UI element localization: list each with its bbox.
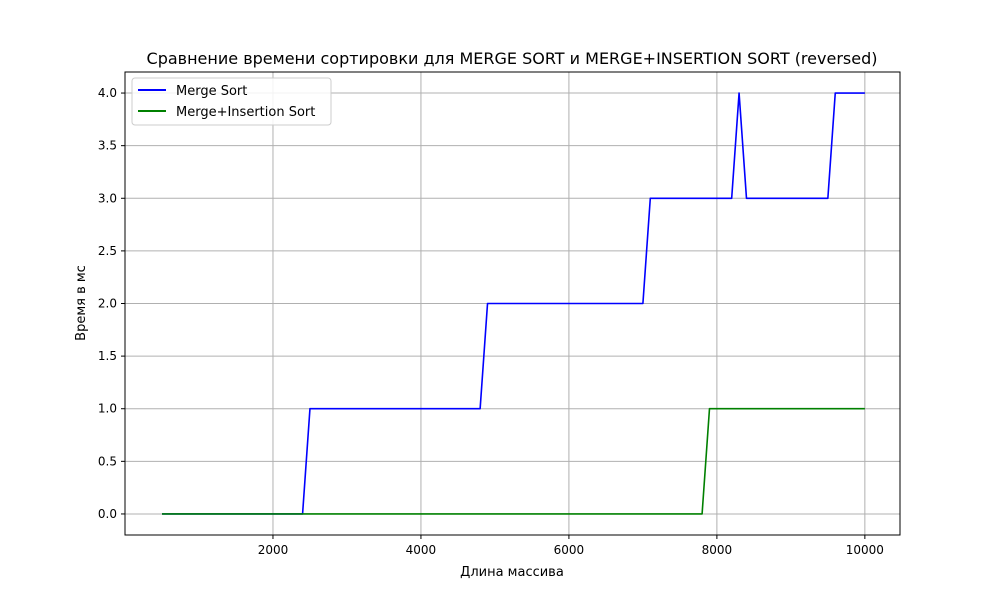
- x-tick-label: 6000: [554, 543, 585, 557]
- y-tick-label: 3.5: [98, 139, 117, 153]
- x-tick-label: 4000: [406, 543, 437, 557]
- series-line-merge-sort: [161, 92, 865, 515]
- y-tick-label: 3.0: [98, 191, 117, 205]
- y-tick-label: 2.5: [98, 244, 117, 258]
- y-tick-label: 0.0: [98, 507, 117, 521]
- y-tick-label: 2.0: [98, 297, 117, 311]
- legend: Merge Sort Merge+Insertion Sort: [131, 77, 332, 126]
- x-tick-label: 8000: [702, 543, 733, 557]
- legend-label-merge-sort: Merge Sort: [176, 84, 247, 99]
- x-tick-label: 2000: [258, 543, 289, 557]
- x-axis-label: Длина массива: [460, 565, 564, 580]
- y-axis-label: Время в мс: [74, 265, 89, 341]
- ticks: 2000 4000 6000 8000 10000 0.0 0.5 1.0 1.5 2.0 2.5 3…: [98, 86, 884, 557]
- legend-box: [131, 77, 332, 126]
- x-tick-label: 10000: [846, 543, 884, 557]
- y-tick-label: 1.5: [98, 349, 117, 363]
- chart-title: Сравнение времени сортировки для MERGE S…: [147, 49, 878, 68]
- y-tick-label: 0.5: [98, 454, 117, 468]
- y-tick-label: 1.0: [98, 402, 117, 416]
- series-line-merge-insertion-sort: [161, 407, 865, 515]
- legend-label-merge-insertion-sort: Merge+Insertion Sort: [176, 105, 315, 120]
- series-lines: [161, 92, 865, 515]
- y-tick-label: 4.0: [98, 86, 117, 100]
